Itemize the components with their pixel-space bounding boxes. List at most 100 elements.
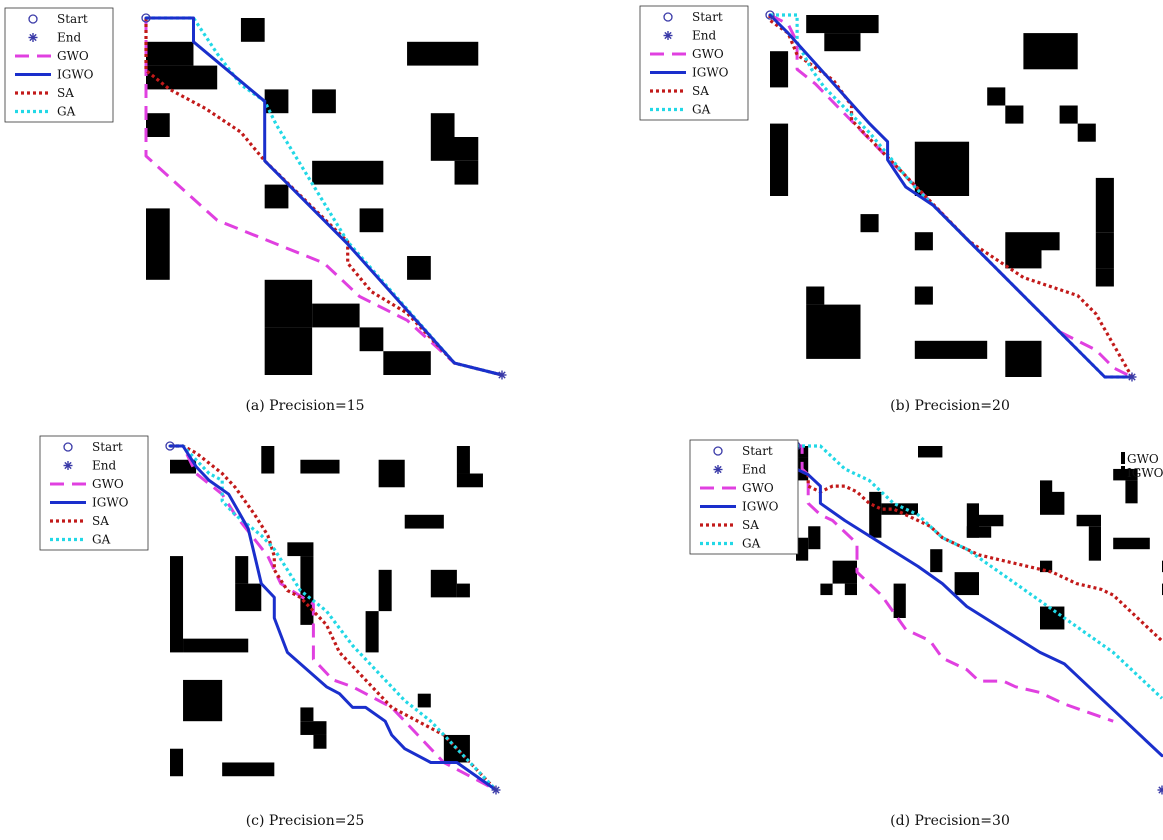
obstacle: [240, 18, 265, 42]
obstacle: [1113, 537, 1150, 550]
end-marker: [497, 370, 507, 380]
legend-start-icon: [28, 14, 38, 24]
obstacle: [417, 693, 431, 708]
fragment-line: [1121, 466, 1125, 478]
obstacle: [407, 41, 479, 66]
panel-caption: (c) Precision=25: [246, 813, 365, 829]
obstacle: [1040, 560, 1053, 573]
fragment-label: GWO: [1127, 452, 1159, 466]
obstacle: [914, 141, 970, 196]
legend-label: IGWO: [692, 66, 729, 80]
obstacle: [954, 572, 979, 596]
plot-area: [144, 16, 504, 377]
panel-caption: (b) Precision=20: [890, 398, 1010, 414]
obstacle: [378, 459, 405, 488]
obstacle: [312, 160, 384, 185]
legend-label: Start: [92, 440, 123, 454]
legend: Start End GWO IGWO SA GA: [4, 7, 114, 123]
legend-label: GWO: [92, 477, 124, 491]
obstacle: [979, 514, 1004, 527]
obstacle: [1040, 491, 1065, 515]
obstacle: [313, 734, 327, 749]
legend-box: [4, 7, 114, 123]
obstacle: [966, 526, 992, 538]
plot-area: [768, 13, 1134, 379]
obstacle: [860, 15, 879, 34]
legend-label: SA: [57, 86, 74, 100]
obstacle: [300, 459, 340, 474]
legend: Start End GWO IGWO SA GA: [639, 5, 749, 121]
obstacle: [170, 556, 184, 653]
obstacle: [312, 89, 336, 114]
legend-item-end: End: [63, 459, 116, 473]
end-marker: [1127, 372, 1137, 382]
obstacle: [1095, 177, 1114, 233]
legend-start-icon: [713, 446, 723, 456]
obstacle: [300, 721, 327, 735]
legend-item-ga: GA: [650, 103, 711, 117]
obstacle: [235, 583, 262, 612]
obstacle: [844, 583, 857, 596]
obstacle: [264, 327, 313, 375]
obstacle: [407, 256, 431, 280]
legend-item-igwo: IGWO: [700, 500, 779, 514]
obstacle: [287, 542, 314, 557]
obstacle: [808, 526, 821, 550]
obstacle: [1005, 340, 1042, 377]
obstacle: [860, 214, 879, 233]
obstacle: [1077, 123, 1096, 142]
obstacle: [300, 707, 314, 722]
legend-item-sa: SA: [700, 518, 759, 532]
legend-item-gwo: GWO: [700, 481, 774, 495]
obstacle: [454, 160, 479, 185]
obstacle: [261, 446, 275, 474]
path-igwo: [168, 444, 498, 792]
legend-end-icon: [713, 465, 723, 474]
obstacle: [914, 286, 933, 305]
legend-start-icon: [63, 442, 73, 452]
path-igwo: [794, 444, 1163, 758]
legend-item-igwo: IGWO: [650, 66, 729, 80]
obstacle: [1005, 105, 1024, 124]
legend-label: GWO: [742, 481, 774, 495]
legend-item-gwo: GWO: [15, 49, 89, 63]
obstacle: [222, 762, 275, 777]
obstacle: [183, 679, 223, 722]
path-gwo: [796, 444, 1114, 723]
path-igwo: [768, 13, 1134, 379]
legend-label: IGWO: [57, 68, 94, 82]
legend-item-end: End: [28, 31, 81, 45]
legend-label: End: [92, 459, 116, 473]
obstacle: [359, 208, 384, 233]
obstacle: [146, 65, 218, 90]
legend-end-icon: [663, 31, 673, 40]
legend-box: [639, 5, 749, 121]
obstacle: [806, 304, 861, 359]
legend-box: [689, 439, 799, 555]
path-sa: [768, 15, 1134, 378]
obstacle: [869, 491, 882, 538]
legend-label: End: [692, 29, 716, 43]
legend-item-sa: SA: [50, 514, 109, 528]
legend-label: SA: [692, 84, 709, 98]
obstacle: [456, 583, 470, 598]
legend-item-start: Start: [713, 444, 773, 458]
legend-box: [39, 435, 149, 551]
legend-label: GWO: [57, 49, 89, 63]
obstacle: [170, 748, 184, 777]
legend-label: End: [742, 463, 766, 477]
path-ga: [170, 444, 498, 792]
obstacle: [1059, 105, 1078, 124]
legend-label: IGWO: [742, 500, 779, 514]
obstacle: [1023, 33, 1078, 70]
path-ga: [796, 444, 1163, 700]
legend-item-sa: SA: [650, 84, 709, 98]
legend-label: GA: [92, 533, 111, 547]
panel-3: (c) Precision=25 Start End GWO IGWO SA GA: [39, 435, 501, 829]
legend-label: Start: [742, 444, 773, 458]
legend-label: GWO: [692, 47, 724, 61]
legend-item-ga: GA: [15, 105, 76, 119]
start-marker: [141, 13, 151, 23]
